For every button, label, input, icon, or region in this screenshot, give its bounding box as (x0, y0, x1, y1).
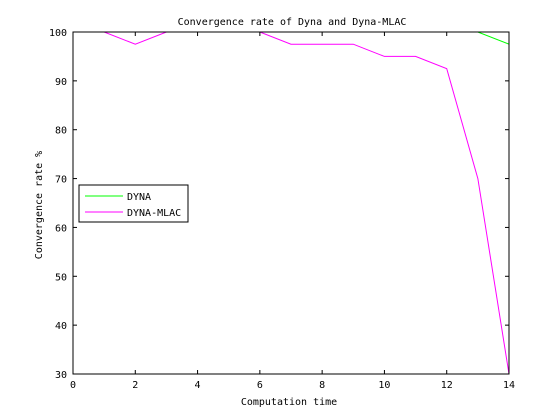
legend-label-dyna-mlac: DYNA-MLAC (127, 208, 181, 219)
x-tick-label: 0 (70, 380, 76, 391)
y-tick-label: 60 (55, 223, 67, 234)
y-tick-label: 30 (55, 370, 67, 381)
y-tick-label: 70 (55, 175, 67, 186)
chart-title: Convergence rate of Dyna and Dyna-MLAC (178, 17, 407, 28)
y-tick-label: 90 (55, 77, 67, 88)
x-tick-label: 8 (319, 380, 325, 391)
x-axis-label: Computation time (241, 397, 337, 408)
series-line-dyna (104, 32, 509, 44)
x-tick-label: 4 (195, 380, 201, 391)
legend: DYNA DYNA-MLAC (79, 185, 188, 222)
y-axis-label: Convergence rate % (34, 151, 45, 259)
x-tick-label: 6 (257, 380, 263, 391)
y-tick-label: 80 (55, 126, 67, 137)
x-tick-label: 12 (441, 380, 453, 391)
legend-label-dyna: DYNA (127, 192, 151, 203)
y-tick-label: 40 (55, 321, 67, 332)
y-tick-label: 50 (55, 272, 67, 283)
x-tick-label: 14 (503, 380, 515, 391)
x-tick-label: 10 (378, 380, 390, 391)
x-tick-label: 2 (132, 380, 138, 391)
y-tick-label: 100 (49, 28, 67, 39)
